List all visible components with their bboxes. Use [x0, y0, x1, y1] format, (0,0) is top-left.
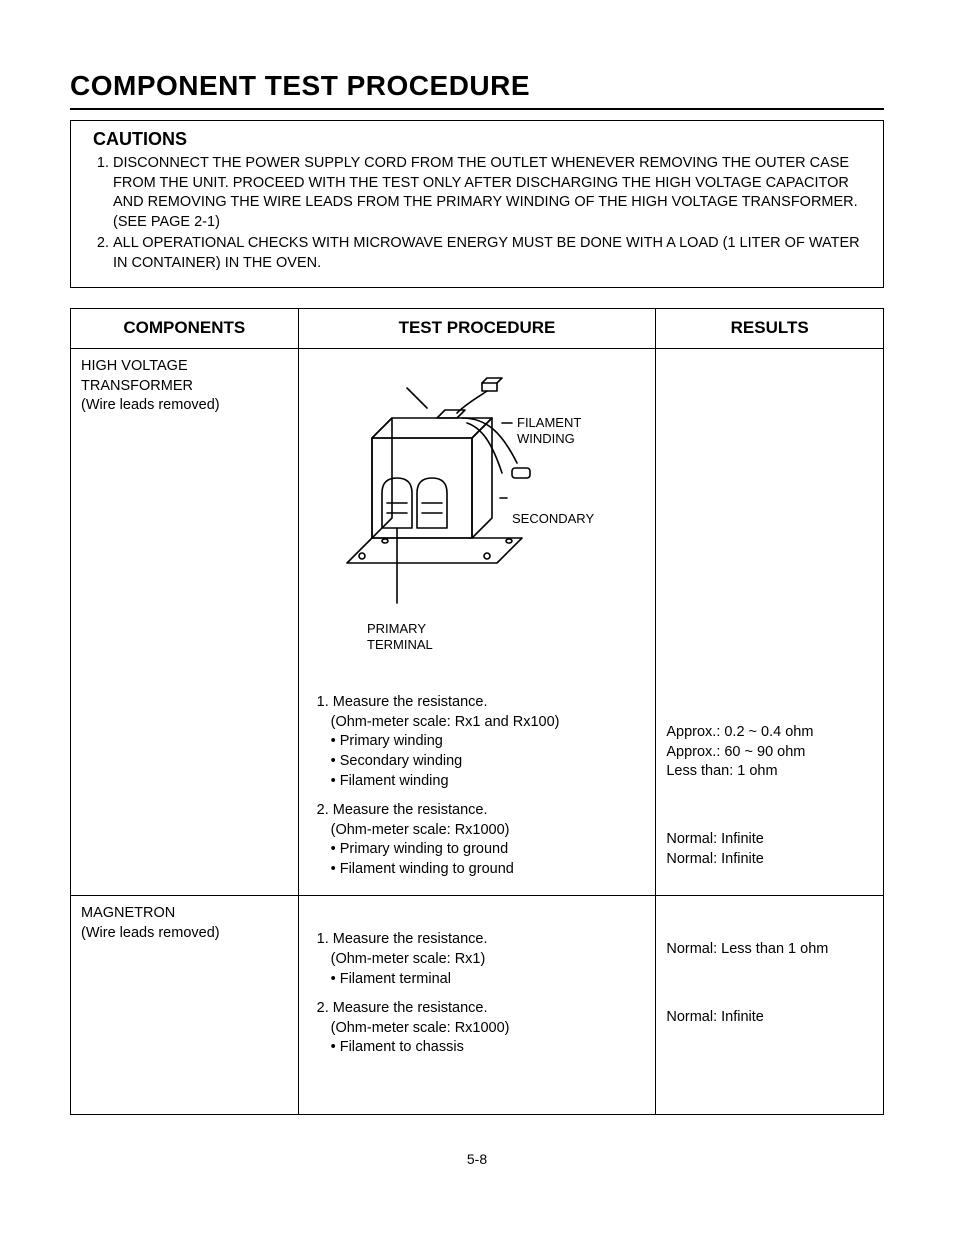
component-cell: HIGH VOLTAGE TRANSFORMER (Wire leads rem…: [71, 349, 299, 896]
result-line: Normal: Infinite: [666, 830, 873, 850]
col-header-results: RESULTS: [656, 309, 884, 349]
component-name: TRANSFORMER: [81, 377, 288, 397]
result-line: Approx.: 60 ~ 90 ohm: [666, 743, 873, 763]
proc-step-head: 2. Measure the resistance.: [317, 801, 646, 821]
test-table: COMPONENTS TEST PROCEDURE RESULTS HIGH V…: [70, 308, 884, 1114]
proc-step-sub: (Ohm-meter scale: Rx1 and Rx100): [317, 713, 646, 733]
result-line: Normal: Infinite: [666, 1008, 873, 1028]
page-title: COMPONENT TEST PROCEDURE: [70, 70, 884, 102]
proc-bullet: • Filament winding: [317, 772, 646, 792]
component-note: (Wire leads removed): [81, 924, 288, 944]
proc-bullet: • Primary winding to ground: [317, 840, 646, 860]
component-note: (Wire leads removed): [81, 396, 288, 416]
diagram-label-terminal: TERMINAL: [367, 637, 433, 652]
procedure-cell: FILAMENT WINDING SECONDARY PRIMARY TERMI…: [298, 349, 656, 896]
component-cell: MAGNETRON (Wire leads removed): [71, 896, 299, 1114]
proc-bullet: • Secondary winding: [317, 752, 646, 772]
proc-bullet: • Primary winding: [317, 732, 646, 752]
proc-step-head: 1. Measure the resistance.: [317, 930, 646, 950]
proc-step-sub: (Ohm-meter scale: Rx1): [317, 950, 646, 970]
col-header-components: COMPONENTS: [71, 309, 299, 349]
diagram-label-winding: WINDING: [517, 431, 575, 446]
proc-bullet: • Filament to chassis: [317, 1038, 646, 1058]
title-rule: [70, 108, 884, 110]
table-row: HIGH VOLTAGE TRANSFORMER (Wire leads rem…: [71, 349, 884, 896]
caution-item: DISCONNECT THE POWER SUPPLY CORD FROM TH…: [113, 154, 869, 232]
component-name: HIGH VOLTAGE: [81, 357, 288, 377]
transformer-icon: FILAMENT WINDING SECONDARY PRIMARY TERMI…: [327, 363, 627, 673]
proc-step-sub: (Ohm-meter scale: Rx1000): [317, 821, 646, 841]
proc-bullet: • Filament terminal: [317, 970, 646, 990]
cautions-heading: CAUTIONS: [93, 129, 869, 150]
cautions-list: DISCONNECT THE POWER SUPPLY CORD FROM TH…: [85, 154, 869, 273]
transformer-diagram: FILAMENT WINDING SECONDARY PRIMARY TERMI…: [309, 357, 646, 683]
result-line: Approx.: 0.2 ~ 0.4 ohm: [666, 723, 873, 743]
caution-item: ALL OPERATIONAL CHECKS WITH MICROWAVE EN…: [113, 234, 869, 273]
diagram-label-filament: FILAMENT: [517, 415, 581, 430]
diagram-label-primary: PRIMARY: [367, 621, 426, 636]
proc-step-head: 1. Measure the resistance.: [317, 693, 646, 713]
result-line: Normal: Infinite: [666, 850, 873, 870]
procedure-cell: 1. Measure the resistance. (Ohm-meter sc…: [298, 896, 656, 1114]
proc-bullet: • Filament winding to ground: [317, 860, 646, 880]
result-line: Less than: 1 ohm: [666, 762, 873, 782]
diagram-label-secondary: SECONDARY: [512, 511, 594, 526]
proc-step-sub: (Ohm-meter scale: Rx1000): [317, 1019, 646, 1039]
cautions-box: CAUTIONS DISCONNECT THE POWER SUPPLY COR…: [70, 120, 884, 288]
page-number: 5-8: [70, 1151, 884, 1167]
component-name: MAGNETRON: [81, 904, 288, 924]
results-cell: Approx.: 0.2 ~ 0.4 ohm Approx.: 60 ~ 90 …: [656, 349, 884, 896]
result-line: Normal: Less than 1 ohm: [666, 940, 873, 960]
proc-step-head: 2. Measure the resistance.: [317, 999, 646, 1019]
col-header-procedure: TEST PROCEDURE: [298, 309, 656, 349]
table-row: MAGNETRON (Wire leads removed) 1. Measur…: [71, 896, 884, 1114]
results-cell: Normal: Less than 1 ohm Normal: Infinite: [656, 896, 884, 1114]
